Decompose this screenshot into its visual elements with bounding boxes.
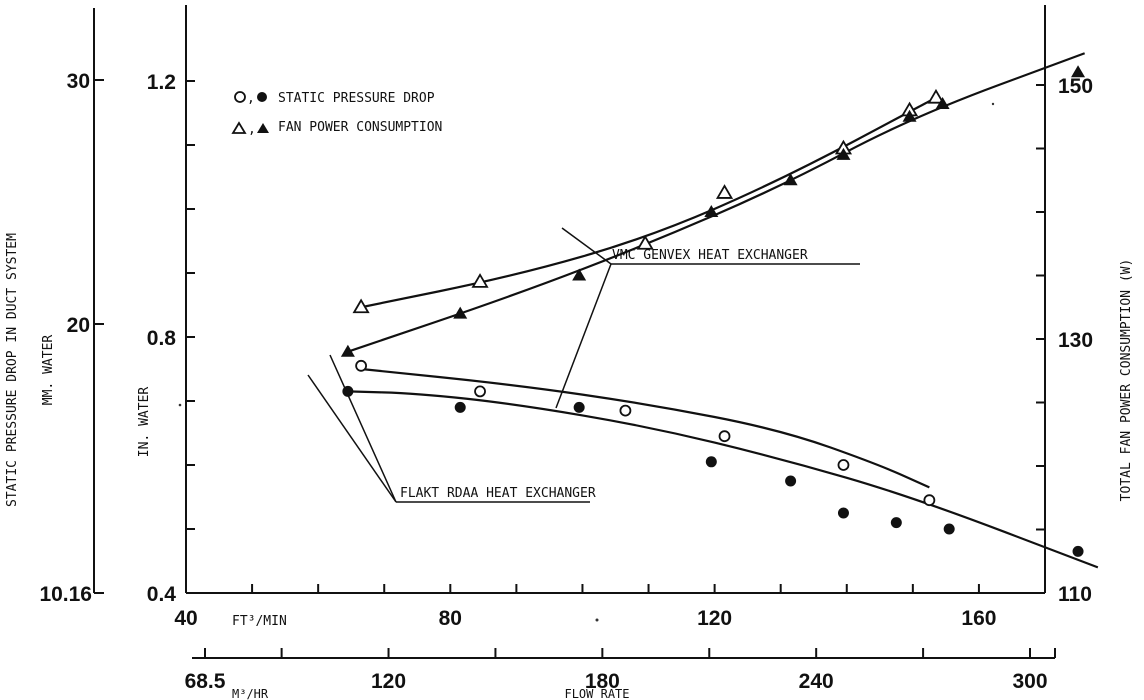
fit-curve-filled-circle [347,390,1099,569]
point-filled-circle [837,507,849,519]
fit-curve-filled-triangle [347,52,1086,353]
point-filled-triangle [902,109,917,122]
point-filled-triangle [1071,65,1086,78]
right-axis-title: TOTAL FAN POWER CONSUMPTION (W) [1119,259,1134,502]
point-filled-circle [705,456,717,468]
leader-flakt-to-pressure-2 [307,374,397,503]
point-open-triangle [352,298,370,314]
x-tick-label: 160 [961,607,996,630]
point-open-circle [619,404,632,417]
far-left-tick-label: 10.16 [39,583,92,606]
x-tick-label: 120 [697,607,732,630]
left-axis-ticks: 0.4 0.8 1.2 [147,71,195,606]
right-axis-ticks: 110 130 150 TOTAL FAN POWER CONSUMPTION (W) [1036,75,1134,606]
legend-filled-triangle-icon [257,123,269,133]
stray-dot [595,618,599,622]
secondary-x-tick-label: 120 [371,670,406,693]
x-tick-label: 80 [439,607,462,630]
left-axis-title: IN. WATER [137,387,152,458]
point-open-circle [923,494,936,507]
far-left-scale: 30 20 10.16 STATIC PRESSURE DROP IN DUCT… [5,8,104,606]
point-open-triangle [636,234,654,250]
legend-label: STATIC PRESSURE DROP [278,91,435,106]
far-left-axis-unit: MM. WATER [41,335,56,406]
point-filled-circle [785,475,797,487]
secondary-x-tick-label: 240 [799,670,834,693]
secondary-x-axis: 68.5 120 180 240 300 [185,648,1056,693]
point-open-triangle [715,184,734,199]
data-markers [340,65,1086,557]
point-filled-triangle [572,268,587,281]
point-filled-circle [573,401,585,413]
x-tick-label: 40 [174,607,197,630]
point-open-circle [718,430,731,443]
leader-vmc-to-power [561,227,612,265]
point-filled-circle [890,517,902,529]
plot-frame [185,5,1046,594]
point-open-circle [474,385,486,398]
left-tick-label: 1.2 [147,71,176,94]
right-tick-label: 150 [1058,75,1093,98]
secondary-x-tick-label: 68.5 [185,670,226,693]
point-filled-circle [943,523,955,535]
primary-x-unit: FT³/MIN [232,614,287,629]
annotation-leaders [307,227,860,503]
legend-open-circle-icon [234,91,246,103]
annotation-flakt: FLAKT RDAA HEAT EXCHANGER [400,486,596,501]
point-open-triangle [471,273,489,288]
point-open-circle [355,359,368,372]
right-tick-label: 130 [1058,329,1093,352]
point-filled-triangle [935,97,950,110]
far-left-tick-label: 30 [67,70,90,93]
point-filled-triangle [340,344,355,357]
point-filled-circle [454,401,466,413]
far-left-tick-label: 20 [67,314,90,337]
point-filled-triangle [836,147,851,160]
right-tick-label: 110 [1058,583,1092,606]
legend-label: FAN POWER CONSUMPTION [278,120,442,135]
legend-filled-circle-icon [257,92,267,102]
leader-vmc-to-pressure [555,263,612,409]
point-open-circle [837,459,850,471]
point-filled-triangle [453,306,468,319]
far-left-axis-title: STATIC PRESSURE DROP IN DUCT SYSTEM [5,233,20,507]
x-axis-title: FLOW RATE [564,687,629,700]
point-filled-circle [1072,545,1084,557]
annotation-vmc: VMC GENVEX HEAT EXCHANGER [612,248,808,263]
legend-open-triangle-icon [231,121,247,134]
point-filled-triangle [783,173,798,186]
secondary-x-unit: M³/HR [232,687,269,700]
fit-curve-open-triangle [360,96,937,309]
primary-x-axis-ticks: 40 80 120 160 [174,584,1046,630]
legend-comma: , [247,91,255,106]
point-filled-circle [342,385,354,397]
point-filled-triangle [704,205,719,217]
stray-dot [991,102,995,106]
fit-curve-open-circle [360,367,930,489]
secondary-x-tick-label: 180 [585,670,620,693]
secondary-x-tick-label: 300 [1012,670,1047,693]
leader-flakt-to-pressure [329,354,397,503]
stray-dot [178,403,182,407]
legend-comma: , [248,122,256,137]
left-tick-label: 0.4 [147,583,177,606]
left-tick-label: 0.8 [147,327,177,350]
legend: , STATIC PRESSURE DROP , FAN POWER CONSU… [231,91,442,137]
point-open-triangle [927,88,945,104]
